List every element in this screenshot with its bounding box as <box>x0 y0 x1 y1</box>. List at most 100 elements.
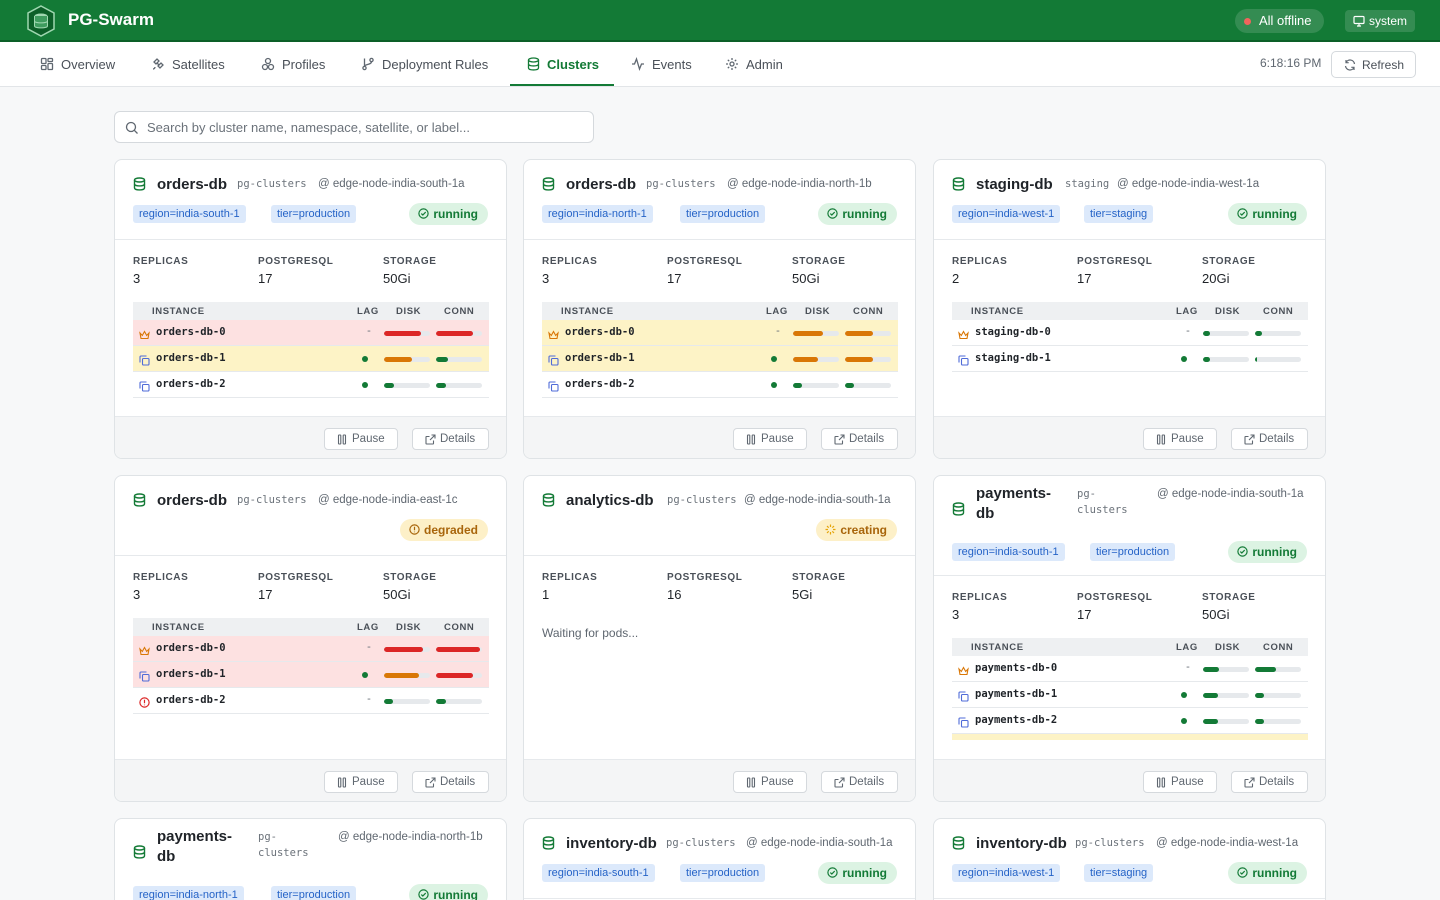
cluster-name[interactable]: orders-db <box>157 492 228 509</box>
cluster-card: payments-db pg-clusters @ edge-node-india-… <box>933 475 1326 802</box>
instance-row[interactable]: orders-db-0 - <box>133 320 489 346</box>
instance-row[interactable]: orders-db-1 <box>133 662 489 688</box>
label-chip[interactable]: region=india-south-1 <box>952 543 1065 561</box>
cluster-name[interactable]: orders-db <box>566 176 637 193</box>
connection-status-badge[interactable]: All offline <box>1235 9 1324 33</box>
instance-row[interactable]: payments-db-0 - <box>952 656 1308 682</box>
label-chip[interactable]: region=india-north-1 <box>542 205 653 223</box>
disk-usage-bar <box>384 357 430 362</box>
status-label: running <box>433 207 478 221</box>
tab-admin[interactable]: Admin <box>725 42 783 86</box>
label-chip[interactable]: tier=production <box>680 864 766 882</box>
conn-usage-bar <box>845 383 891 388</box>
label-chip[interactable]: region=india-south-1 <box>542 864 655 882</box>
instance-row[interactable]: orders-db-0 - <box>133 636 489 662</box>
label-chip[interactable]: tier=production <box>680 205 766 223</box>
details-button[interactable]: Details <box>821 428 898 450</box>
label-chip[interactable]: tier=staging <box>1084 864 1154 882</box>
pause-button[interactable]: Pause <box>324 428 398 450</box>
stat-replicas-label: REPLICAS <box>542 572 598 583</box>
instance-row[interactable]: orders-db-1 <box>133 346 489 372</box>
instance-row[interactable]: orders-db-2 <box>133 372 489 398</box>
label-chip[interactable]: region=india-west-1 <box>952 205 1061 223</box>
details-button[interactable]: Details <box>412 428 489 450</box>
pause-icon <box>746 434 756 445</box>
conn-usage-bar <box>1255 357 1301 362</box>
label-chip[interactable]: region=india-north-1 <box>133 886 244 900</box>
instance-row[interactable]: payments-db-2 <box>952 708 1308 734</box>
col-disk: DISK <box>396 622 422 633</box>
instance-row[interactable]: orders-db-1 <box>542 346 898 372</box>
instance-row[interactable]: orders-db-2 - <box>133 688 489 714</box>
instance-table-header: INSTANCE LAG DISK CONN <box>952 302 1308 320</box>
cluster-name[interactable]: orders-db <box>157 176 228 193</box>
pause-label: Pause <box>1171 776 1204 788</box>
label-chip[interactable]: tier=production <box>1090 543 1176 561</box>
details-label: Details <box>440 776 476 788</box>
cluster-name[interactable]: staging-db <box>976 176 1053 193</box>
pause-button[interactable]: Pause <box>733 771 807 793</box>
pause-button[interactable]: Pause <box>324 771 398 793</box>
status-running-icon <box>827 867 839 878</box>
card-footer: Pause Details <box>934 416 1325 458</box>
instance-row[interactable]: orders-db-2 <box>542 372 898 398</box>
conn-usage-bar <box>1255 331 1301 336</box>
status-badge: running <box>1228 541 1307 563</box>
instance-name: orders-db-2 <box>156 378 226 390</box>
status-running-icon <box>827 208 839 219</box>
pause-button[interactable]: Pause <box>733 428 807 450</box>
tab-clusters[interactable]: Clusters <box>527 42 599 86</box>
instance-name: staging-db-0 <box>975 326 1051 338</box>
cluster-namespace: pg-clusters <box>237 494 307 506</box>
refresh-button[interactable]: Refresh <box>1331 51 1416 78</box>
cluster-name[interactable]: analytics-db <box>566 492 654 509</box>
pause-icon <box>746 777 756 788</box>
stat-replicas-label: REPLICAS <box>952 256 1008 267</box>
card-header: inventory-db pg-clusters @ edge-node-india… <box>524 819 915 899</box>
tab-events[interactable]: Events <box>631 42 692 86</box>
cluster-name[interactable]: inventory-db <box>566 835 657 852</box>
instance-row[interactable]: staging-db-1 <box>952 346 1308 372</box>
instance-name: orders-db-1 <box>156 668 226 680</box>
tab-overview[interactable]: Overview <box>40 42 115 86</box>
instance-name: staging-db-1 <box>975 352 1051 364</box>
search-input[interactable] <box>147 112 587 142</box>
user-menu-button[interactable]: system <box>1345 10 1416 32</box>
details-button[interactable]: Details <box>1231 771 1308 793</box>
details-button[interactable]: Details <box>412 771 489 793</box>
conn-usage-bar <box>436 331 482 336</box>
pause-icon <box>1156 777 1166 788</box>
label-chip[interactable]: region=india-south-1 <box>133 205 246 223</box>
label-chip[interactable]: region=india-west-1 <box>952 864 1061 882</box>
cluster-name[interactable]: payments-db <box>976 485 1052 522</box>
stat-storage-value: 50Gi <box>1202 607 1230 622</box>
details-button[interactable]: Details <box>1231 428 1308 450</box>
conn-usage-bar <box>436 699 482 704</box>
tab-profiles[interactable]: Profiles <box>261 42 325 86</box>
stat-postgresql-label: POSTGRESQL <box>667 572 743 583</box>
instance-row[interactable]: payments-db-1 <box>952 682 1308 708</box>
grid-icon <box>40 57 54 71</box>
cluster-name[interactable]: payments-db <box>157 828 233 865</box>
details-button[interactable]: Details <box>821 771 898 793</box>
label-chip[interactable]: tier=production <box>271 205 357 223</box>
tab-satellites[interactable]: Satellites <box>151 42 225 86</box>
col-disk: DISK <box>805 306 831 317</box>
cluster-satellite: @ edge-node-india-east-1c <box>318 494 458 506</box>
pause-button[interactable]: Pause <box>1143 771 1217 793</box>
tab-label: Deployment Rules <box>382 56 489 72</box>
details-label: Details <box>1259 776 1295 788</box>
database-icon <box>952 836 965 855</box>
lag-ok-indicator <box>362 382 368 388</box>
instance-row[interactable]: staging-db-0 - <box>952 320 1308 346</box>
label-chip[interactable]: tier=production <box>271 886 357 900</box>
col-conn: CONN <box>853 306 884 317</box>
pause-button[interactable]: Pause <box>1143 428 1217 450</box>
disk-usage-bar <box>793 357 839 362</box>
tab-deployment-rules[interactable]: Deployment Rules <box>361 42 488 86</box>
stat-postgresql-value: 17 <box>667 271 682 286</box>
label-chip[interactable]: tier=staging <box>1084 205 1154 223</box>
instance-row[interactable]: orders-db-0 - <box>542 320 898 346</box>
col-conn: CONN <box>1263 642 1294 653</box>
cluster-name[interactable]: inventory-db <box>976 835 1067 852</box>
